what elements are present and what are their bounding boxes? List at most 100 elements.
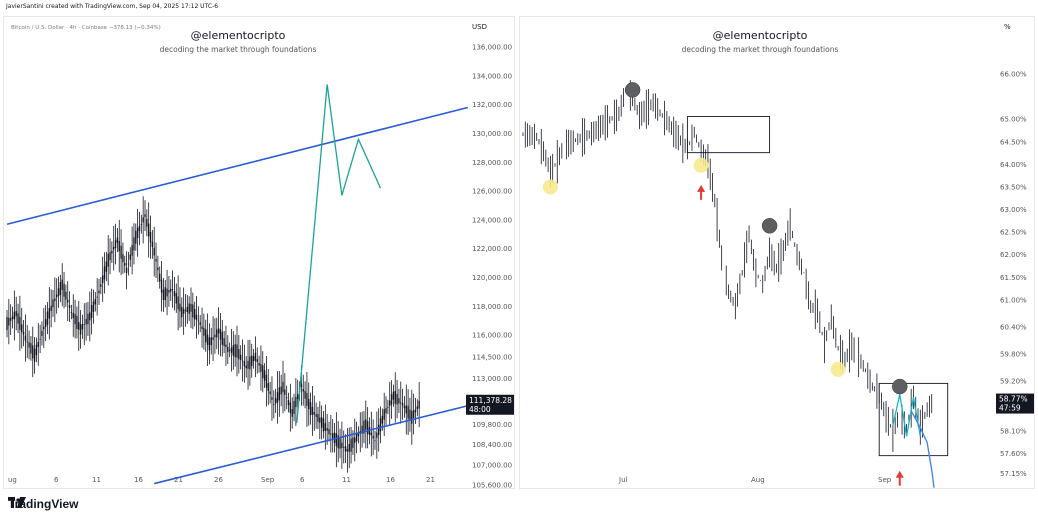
- candle-body: [33, 348, 36, 362]
- btc-chart-svg[interactable]: Bitcoin / U.S. Dollar · 4h · Coinbase −3…: [4, 17, 514, 488]
- y-axis-unit: %: [1004, 23, 1011, 31]
- candle-body: [302, 388, 304, 392]
- candle-body: [140, 224, 143, 226]
- candle-body: [409, 409, 411, 420]
- gray-marker: [761, 218, 778, 234]
- y-tick-label: 62.00%: [1000, 251, 1027, 259]
- dominance-chart-panel[interactable]: @elementocripto decoding the market thro…: [519, 16, 1035, 489]
- candle-body: [67, 299, 69, 303]
- candle-body: [230, 347, 233, 353]
- candle-body: [55, 294, 58, 298]
- candle-body: [291, 409, 293, 417]
- y-tick-label: 61.00%: [1000, 296, 1027, 304]
- candle-body: [122, 254, 124, 263]
- candle-body: [392, 391, 395, 400]
- y-tick-label: 128,000.00: [472, 159, 512, 167]
- btc-chart-panel[interactable]: Bitcoin / U.S. Dollar · 4h · Coinbase −3…: [3, 16, 515, 489]
- projection-teal: [892, 394, 921, 437]
- candle-body: [206, 334, 209, 345]
- projection-blue: [910, 409, 935, 488]
- channel-lower-line: [154, 404, 468, 485]
- candle-body: [363, 420, 365, 434]
- x-tick-label: Sep: [878, 476, 892, 484]
- candle-body: [127, 263, 130, 265]
- yellow-marker: [542, 179, 558, 195]
- candle-body: [114, 240, 117, 248]
- candle-body: [201, 326, 203, 329]
- x-tick-label: 11: [342, 476, 351, 484]
- y-tick-label: 130,000.00: [472, 130, 512, 138]
- candle-body: [227, 346, 229, 353]
- candle-body: [344, 446, 347, 452]
- candle-body: [68, 305, 71, 308]
- x-tick-label: 6: [300, 476, 305, 484]
- candle-body: [326, 428, 328, 431]
- candle-body: [400, 402, 402, 404]
- candle-body: [341, 442, 343, 448]
- candle-body: [269, 391, 271, 395]
- candle-body: [149, 231, 152, 243]
- dominance-chart-svg[interactable]: @elementocripto decoding the market thro…: [520, 17, 1034, 488]
- candle-body: [403, 405, 406, 409]
- candle-body: [389, 400, 391, 406]
- candle-body: [30, 343, 32, 354]
- candle-body: [262, 365, 264, 379]
- candle-body: [276, 392, 279, 403]
- y-tick-label: 116,000.00: [472, 332, 512, 340]
- candle-body: [297, 393, 299, 400]
- candle-body: [181, 306, 183, 318]
- candle-body: [309, 402, 312, 416]
- candle-body: [280, 386, 282, 395]
- candle-body: [83, 324, 85, 326]
- tradingview-brand[interactable]: TradingView: [8, 497, 78, 511]
- candle-body: [416, 406, 419, 410]
- brand-name: TradingView: [8, 497, 79, 511]
- last-price-tag: [466, 394, 514, 415]
- candle-body: [357, 433, 360, 437]
- candle-body: [125, 267, 128, 273]
- candle-body: [184, 310, 187, 312]
- candle-body: [412, 410, 415, 419]
- candle-body: [118, 240, 120, 252]
- candle-body: [65, 291, 67, 300]
- candle-body: [54, 298, 56, 302]
- candle-body: [120, 245, 122, 259]
- candle-body: [6, 317, 8, 331]
- candle-body: [182, 308, 185, 314]
- candle-body: [285, 397, 288, 399]
- highlight-box: [686, 116, 771, 154]
- candle-body: [21, 324, 23, 333]
- candle-body: [48, 308, 51, 319]
- candle-body: [175, 293, 177, 304]
- y-tick-label: 122,000.00: [472, 245, 512, 253]
- candle-body: [90, 305, 93, 319]
- candle-body: [199, 322, 201, 325]
- y-tick-label: 114,500.00: [472, 353, 512, 361]
- candle-body: [109, 252, 111, 261]
- y-tick-label: 105,600.00: [472, 482, 512, 489]
- y-tick-label: 64.00%: [1000, 161, 1027, 169]
- y-tick-label: 59.80%: [1000, 351, 1027, 359]
- candle-body: [13, 311, 16, 320]
- candle-body: [396, 393, 398, 405]
- candle-body: [385, 408, 387, 414]
- candle-body: [168, 290, 170, 293]
- candle-body: [170, 288, 172, 292]
- candle-body: [155, 258, 157, 262]
- candle-body: [22, 331, 25, 335]
- candle-body: [85, 319, 87, 325]
- candle-body: [263, 370, 266, 381]
- candle-body: [94, 299, 97, 305]
- candle-body: [19, 316, 21, 330]
- candle-body: [398, 398, 400, 404]
- candle-body: [313, 411, 315, 415]
- candle-body: [50, 305, 52, 311]
- candle-body: [251, 355, 253, 366]
- candle-body: [166, 288, 168, 297]
- candle-body: [252, 356, 255, 362]
- watermark-name: @elementocripto: [191, 29, 286, 42]
- candle-body: [221, 331, 223, 345]
- candle-body: [144, 214, 146, 217]
- candle-body: [46, 311, 49, 325]
- y-tick-label: 57.60%: [1000, 450, 1027, 458]
